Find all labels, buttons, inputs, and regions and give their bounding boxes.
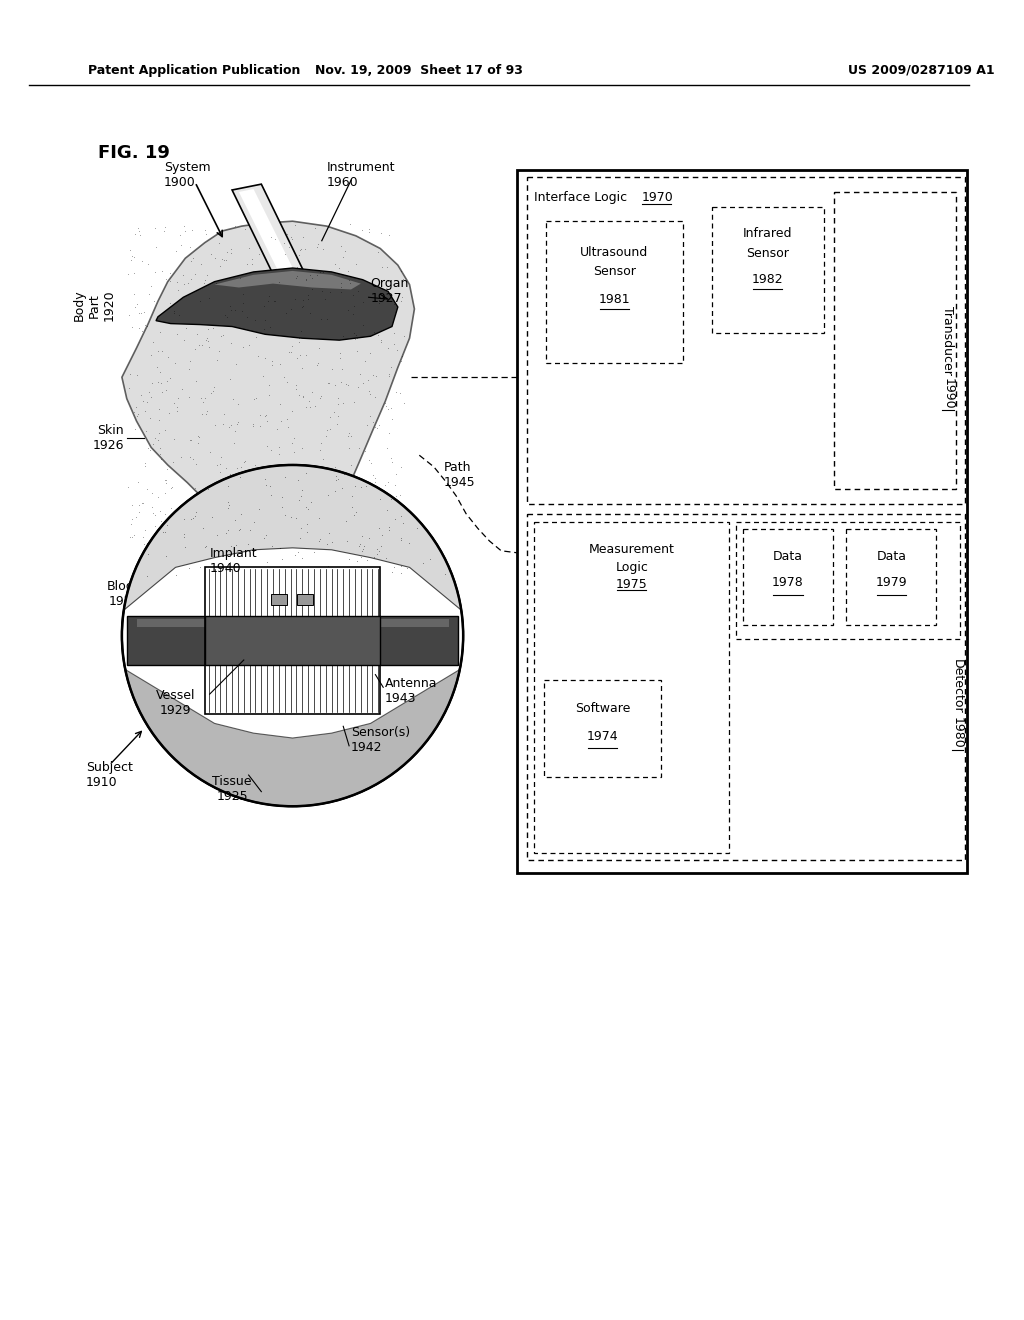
Text: 1982: 1982 xyxy=(752,273,783,286)
Text: Body
Part
1920: Body Part 1920 xyxy=(73,289,116,321)
Text: 1978: 1978 xyxy=(772,577,804,590)
FancyBboxPatch shape xyxy=(271,594,287,606)
Polygon shape xyxy=(125,669,460,807)
FancyBboxPatch shape xyxy=(743,529,833,624)
FancyBboxPatch shape xyxy=(736,521,961,639)
FancyBboxPatch shape xyxy=(712,206,824,334)
Text: Skin
1926: Skin 1926 xyxy=(92,424,124,451)
FancyBboxPatch shape xyxy=(834,191,955,490)
FancyBboxPatch shape xyxy=(517,170,968,873)
Polygon shape xyxy=(156,268,398,341)
Text: US 2009/0287109 A1: US 2009/0287109 A1 xyxy=(848,63,995,77)
Polygon shape xyxy=(232,185,332,334)
FancyBboxPatch shape xyxy=(297,594,313,606)
Text: Subject
1910: Subject 1910 xyxy=(86,762,133,789)
Text: Measurement: Measurement xyxy=(589,543,675,556)
Text: 1979: 1979 xyxy=(876,577,907,590)
Text: Ultrasound: Ultrasound xyxy=(581,246,648,259)
Circle shape xyxy=(122,465,463,807)
FancyBboxPatch shape xyxy=(205,616,380,665)
Text: Organ
1927: Organ 1927 xyxy=(371,277,409,305)
FancyBboxPatch shape xyxy=(526,513,966,859)
Text: Path
1945: Path 1945 xyxy=(443,461,475,488)
Text: Data: Data xyxy=(877,550,906,564)
Polygon shape xyxy=(239,189,324,334)
Text: Nov. 19, 2009  Sheet 17 of 93: Nov. 19, 2009 Sheet 17 of 93 xyxy=(315,63,523,77)
Polygon shape xyxy=(122,222,415,550)
FancyBboxPatch shape xyxy=(136,619,449,627)
Text: FIG. 19: FIG. 19 xyxy=(97,144,169,162)
Text: Transducer: Transducer xyxy=(941,306,954,375)
FancyBboxPatch shape xyxy=(526,177,966,504)
Text: Antenna
1943: Antenna 1943 xyxy=(385,677,437,705)
Text: Instrument
1960: Instrument 1960 xyxy=(327,161,395,189)
Text: Interface Logic: Interface Logic xyxy=(535,191,632,205)
Text: 1981: 1981 xyxy=(598,293,630,306)
Text: Software: Software xyxy=(574,702,631,715)
FancyBboxPatch shape xyxy=(847,529,936,624)
Text: Sensor(s)
1942: Sensor(s) 1942 xyxy=(351,726,411,754)
Text: Infrared: Infrared xyxy=(742,227,793,240)
Polygon shape xyxy=(124,465,461,610)
Text: Logic: Logic xyxy=(615,561,648,573)
Text: Sensor: Sensor xyxy=(745,247,788,260)
Text: System
1900: System 1900 xyxy=(164,161,211,189)
Text: 1975: 1975 xyxy=(616,578,648,591)
Text: Sensor: Sensor xyxy=(593,265,636,279)
Text: 1970: 1970 xyxy=(642,191,674,205)
FancyBboxPatch shape xyxy=(127,616,459,665)
Text: Tissue
1925: Tissue 1925 xyxy=(212,775,252,803)
Text: Detector: Detector xyxy=(951,659,964,714)
FancyBboxPatch shape xyxy=(546,222,683,363)
Text: Blood
1923: Blood 1923 xyxy=(108,579,142,607)
Text: Vessel
1929: Vessel 1929 xyxy=(156,689,196,717)
Text: 1974: 1974 xyxy=(587,730,618,743)
Text: Implant
1940: Implant 1940 xyxy=(210,546,257,574)
FancyBboxPatch shape xyxy=(544,680,662,777)
FancyBboxPatch shape xyxy=(205,568,380,714)
Text: Data: Data xyxy=(773,550,803,564)
FancyBboxPatch shape xyxy=(535,521,729,853)
Text: 1980: 1980 xyxy=(951,717,964,748)
Text: Patent Application Publication: Patent Application Publication xyxy=(88,63,300,77)
Text: 1990: 1990 xyxy=(941,378,954,409)
Polygon shape xyxy=(214,271,360,289)
